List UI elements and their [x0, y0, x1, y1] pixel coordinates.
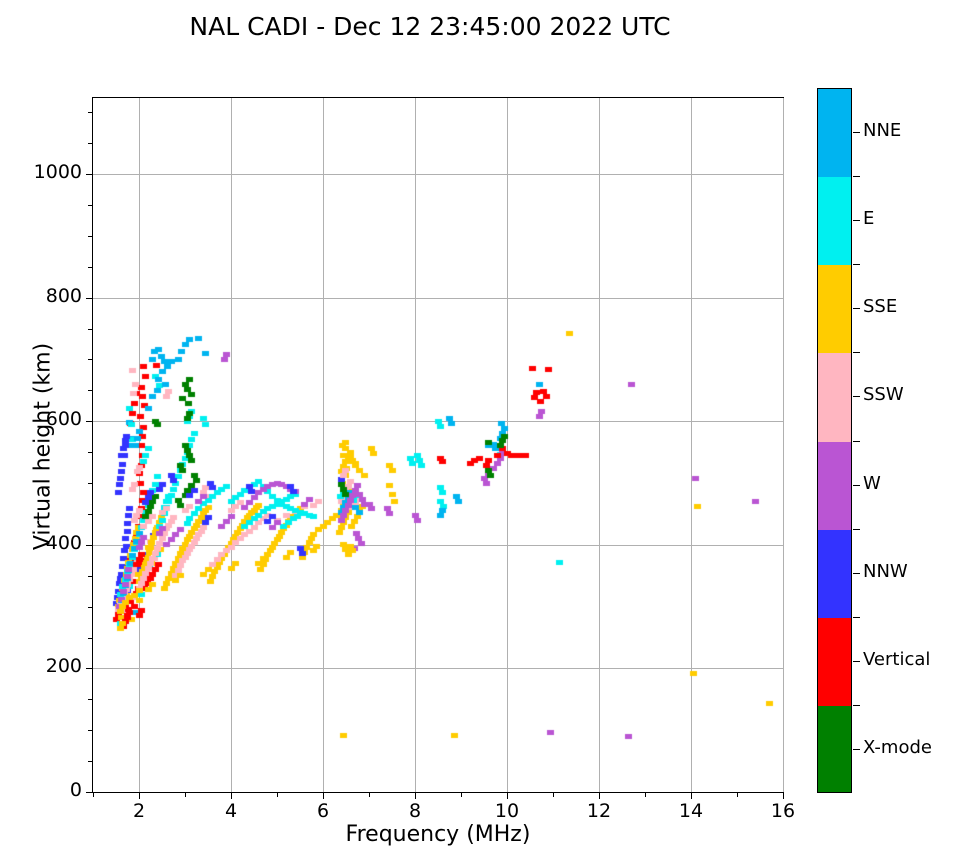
colorbar-label-e: E	[863, 208, 875, 230]
x-tick-minor	[645, 793, 646, 797]
x-tick-minor	[369, 793, 370, 797]
y-tick	[86, 297, 92, 299]
y-tick-minor	[88, 235, 92, 237]
x-tick-minor	[737, 793, 738, 797]
colorbar-tick	[853, 660, 860, 662]
x-tick-label: 6	[316, 800, 330, 822]
x-axis-title: Frequency (MHz)	[345, 822, 531, 847]
x-tick	[231, 793, 232, 799]
x-tick-label: 10	[494, 800, 520, 822]
x-tick-minor	[185, 793, 186, 797]
colorbar-tick	[853, 396, 860, 398]
y-tick	[86, 544, 92, 546]
y-tick-minor	[88, 513, 92, 515]
x-tick	[323, 793, 324, 799]
y-tick-label: 200	[45, 655, 82, 678]
colorbar-band-nne	[818, 89, 851, 178]
colorbar-band-sse	[818, 265, 851, 354]
y-tick-label: 800	[45, 284, 82, 307]
y-tick-minor	[88, 204, 92, 206]
y-tick-minor	[88, 575, 92, 577]
colorbar-label-nne: NNE	[863, 120, 902, 142]
colorbar-tick	[853, 748, 860, 750]
y-tick-minor	[88, 452, 92, 454]
colorbar-band-divider-tick	[853, 616, 860, 618]
y-tick-minor	[88, 390, 92, 392]
y-tick-minor	[88, 266, 92, 268]
y-tick-label: 0	[69, 779, 82, 801]
y-tick	[86, 421, 92, 423]
y-axis-title: Virtual height (km)	[30, 342, 56, 551]
colorbar	[817, 88, 852, 793]
y-tick-minor	[88, 606, 92, 608]
x-tick	[691, 793, 692, 799]
colorbar-label-nnw: NNW	[863, 560, 908, 582]
y-tick-label: 400	[45, 531, 82, 554]
y-tick-label: 1000	[33, 161, 82, 183]
y-tick-minor	[88, 483, 92, 484]
x-tick	[415, 793, 416, 799]
colorbar-band-divider-tick	[853, 440, 860, 442]
colorbar-label-w: W	[863, 472, 881, 494]
colorbar-label-sse: SSE	[863, 296, 898, 318]
x-tick-minor	[277, 793, 278, 797]
colorbar-band-divider-tick	[853, 704, 860, 706]
x-tick	[599, 793, 600, 799]
colorbar-band-nnw	[818, 529, 851, 618]
colorbar-band-x-mode	[818, 705, 851, 792]
y-tick	[86, 174, 92, 175]
colorbar-label-vertical: Vertical	[863, 648, 931, 670]
colorbar-band-divider-tick	[853, 264, 860, 266]
colorbar-band-divider-tick	[853, 176, 860, 178]
y-tick-minor	[88, 637, 92, 639]
x-tick-label: 14	[678, 800, 704, 822]
x-tick-label: 16	[770, 800, 796, 822]
colorbar-tick	[853, 132, 860, 134]
ionogram-scatter-plot	[93, 98, 783, 792]
colorbar-band-divider-tick	[853, 528, 860, 530]
y-tick	[86, 792, 92, 793]
y-tick-minor	[88, 143, 92, 145]
colorbar-label-ssw: SSW	[863, 384, 904, 406]
y-tick-label: 600	[45, 408, 82, 431]
colorbar-tick	[853, 308, 860, 310]
colorbar-band-w	[818, 441, 851, 530]
x-tick-label: 4	[224, 800, 238, 822]
colorbar-band-ssw	[818, 353, 851, 442]
colorbar-band-vertical	[818, 617, 851, 706]
x-tick	[783, 793, 784, 799]
colorbar-tick	[853, 220, 860, 222]
x-tick	[507, 793, 508, 799]
colorbar-band-e	[818, 177, 851, 266]
x-tick-label: 2	[132, 800, 146, 822]
y-tick	[86, 668, 92, 670]
y-tick-minor	[88, 699, 92, 701]
x-tick-minor	[461, 793, 462, 797]
y-tick-minor	[88, 730, 92, 732]
chart-title: NAL CADI - Dec 12 23:45:00 2022 UTC	[189, 12, 671, 41]
x-tick-label: 12	[586, 800, 612, 822]
y-tick-minor	[88, 112, 92, 114]
y-tick-minor	[88, 359, 92, 361]
colorbar-band-divider-tick	[853, 352, 860, 354]
y-tick-minor	[88, 328, 92, 330]
x-tick-label: 8	[408, 800, 422, 822]
x-tick-minor	[93, 793, 94, 797]
colorbar-label-x-mode: X-mode	[863, 736, 932, 758]
colorbar-tick	[853, 484, 860, 486]
x-tick-minor	[553, 793, 554, 797]
y-tick-minor	[88, 761, 92, 763]
colorbar-tick	[853, 572, 860, 574]
x-tick	[139, 793, 140, 799]
